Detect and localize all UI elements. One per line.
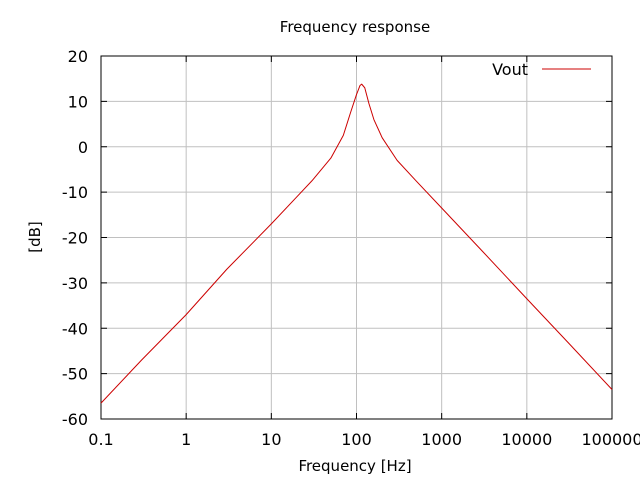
y-tick-label: -50 xyxy=(62,365,88,384)
x-tick-label: 100 xyxy=(341,430,372,449)
y-tick-label: -20 xyxy=(62,229,88,248)
axis-ticks: 0.1 1 10 100 1000 10000 100000-60-50-40-30-20-… xyxy=(62,47,640,449)
legend-label-vout: Vout xyxy=(492,60,528,79)
chart-title: Frequency response xyxy=(280,18,430,36)
y-tick-label: -30 xyxy=(62,274,88,293)
y-tick-label: 20 xyxy=(68,47,88,66)
y-tick-label: 0 xyxy=(78,138,88,157)
y-axis-title: [dB] xyxy=(26,221,44,253)
x-tick-label: 10 xyxy=(261,430,281,449)
x-axis-title: Frequency [Hz] xyxy=(298,457,411,475)
x-tick-label: 0.1 xyxy=(88,430,113,449)
x-tick-label: 1 xyxy=(181,430,191,449)
x-tick-label: 100000 xyxy=(581,430,640,449)
y-tick-label: 10 xyxy=(68,92,88,111)
y-tick-label: -60 xyxy=(62,410,88,429)
series-lines xyxy=(100,83,613,404)
series-line-vout xyxy=(100,83,613,404)
grid xyxy=(101,56,612,419)
legend: Vout xyxy=(492,60,591,79)
y-tick-label: -10 xyxy=(62,183,88,202)
x-tick-label: 1000 xyxy=(421,430,462,449)
x-tick-label: 10000 xyxy=(501,430,552,449)
y-tick-label: -40 xyxy=(62,319,88,338)
